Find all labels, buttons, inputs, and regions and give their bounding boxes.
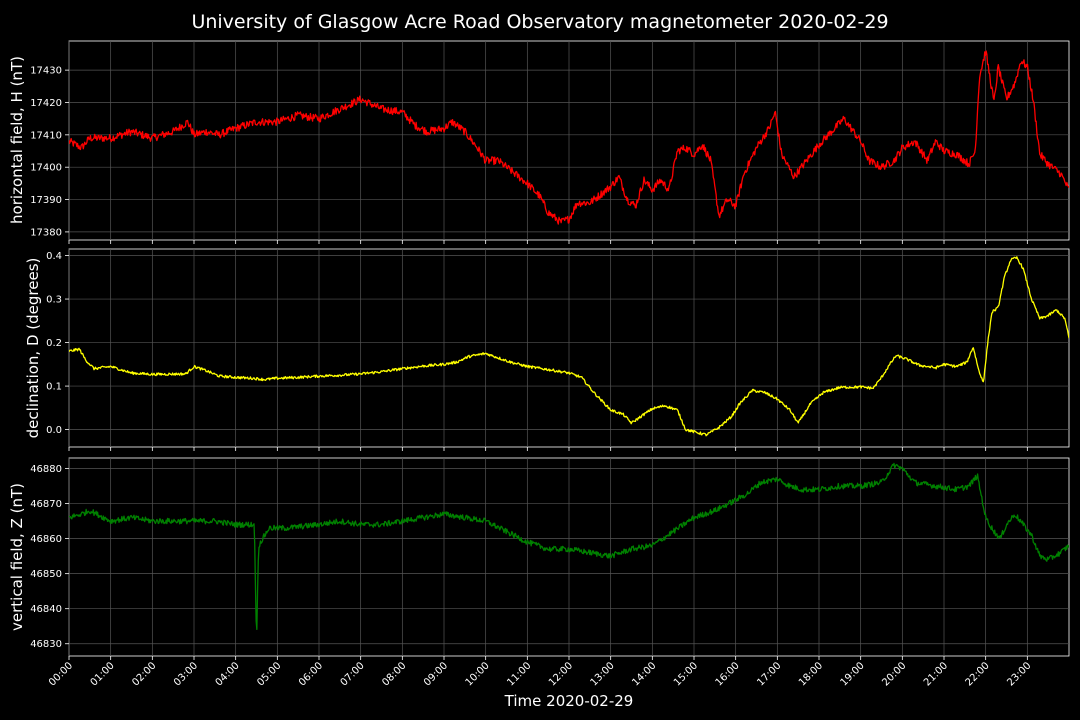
y-tick-label-Z: 46880 xyxy=(30,464,62,475)
x-tick-label: 05:00 xyxy=(255,660,283,688)
x-axis-ticks: 00:00 01:00 02:00 03:00 04:00 05:00 06:00 07:00… xyxy=(47,660,1033,688)
y-tick-label-D: 0.2 xyxy=(46,338,62,349)
y-tick-label-H: 17390 xyxy=(30,195,62,206)
y-tick-label-Z: 46870 xyxy=(30,499,62,510)
x-tick-label: 19:00 xyxy=(839,660,867,688)
x-tick-label: 06:00 xyxy=(297,660,325,688)
x-axis-label: Time 2020-02-29 xyxy=(504,692,634,710)
x-tick-label: 01:00 xyxy=(89,660,117,688)
x-tick-label: 07:00 xyxy=(339,660,367,688)
y-tick-label-D: 0.0 xyxy=(46,425,62,436)
y-tick-label-Z: 46850 xyxy=(30,569,62,580)
x-tick-label: 02:00 xyxy=(130,660,158,688)
panel-declination: declination, D (degrees) 0.0 0.1 0.2 0.3 0.4 xyxy=(24,248,1070,451)
x-tick-label: 16:00 xyxy=(714,660,742,688)
panel-vertical-field: vertical field, Z (nT) 46830 46840 46850 46… xyxy=(8,457,1070,660)
y-axis-label-d: declination, D (degrees) xyxy=(24,258,42,439)
x-tick-label: 08:00 xyxy=(380,660,408,688)
x-tick-label: 17:00 xyxy=(755,660,783,688)
x-tick-label: 18:00 xyxy=(797,660,825,688)
y-tick-label-D: 0.3 xyxy=(46,295,62,306)
x-tick-label: 20:00 xyxy=(880,660,908,688)
chart-title: University of Glasgow Acre Road Observat… xyxy=(191,11,888,33)
y-axis-label-h: horizontal field, H (nT) xyxy=(8,56,26,224)
x-tick-label: 14:00 xyxy=(630,660,658,688)
x-tick-label: 09:00 xyxy=(422,660,450,688)
x-tick-label: 22:00 xyxy=(964,660,992,688)
x-tick-label: 00:00 xyxy=(47,660,75,688)
panel-horizontal-field: horizontal field, H (nT) 17380 17390 17400… xyxy=(8,40,1070,244)
x-tick-label: 04:00 xyxy=(214,660,242,688)
x-tick-label: 12:00 xyxy=(547,660,575,688)
y-tick-label-Z: 46860 xyxy=(30,534,62,545)
y-tick-label-H: 17430 xyxy=(30,66,62,77)
y-tick-label-D: 0.1 xyxy=(46,382,62,393)
y-tick-label-D: 0.4 xyxy=(46,251,62,262)
y-tick-label-H: 17410 xyxy=(30,130,62,141)
x-tick-label: 11:00 xyxy=(505,660,533,688)
y-tick-label-Z: 46840 xyxy=(30,604,62,615)
x-tick-label: 13:00 xyxy=(589,660,617,688)
y-tick-label-H: 17400 xyxy=(30,163,62,174)
y-tick-label-H: 17380 xyxy=(30,227,62,238)
series-line-H xyxy=(69,50,1069,225)
x-tick-label: 21:00 xyxy=(922,660,950,688)
y-axis-label-z: vertical field, Z (nT) xyxy=(8,483,26,631)
y-tick-label-Z: 46830 xyxy=(30,639,62,650)
x-tick-label: 23:00 xyxy=(1005,660,1033,688)
x-tick-label: 10:00 xyxy=(464,660,492,688)
x-tick-label: 03:00 xyxy=(172,660,200,688)
series-line-Z xyxy=(69,462,1069,631)
series-line-D xyxy=(69,256,1069,437)
y-tick-label-H: 17420 xyxy=(30,98,62,109)
x-tick-label: 15:00 xyxy=(672,660,700,688)
